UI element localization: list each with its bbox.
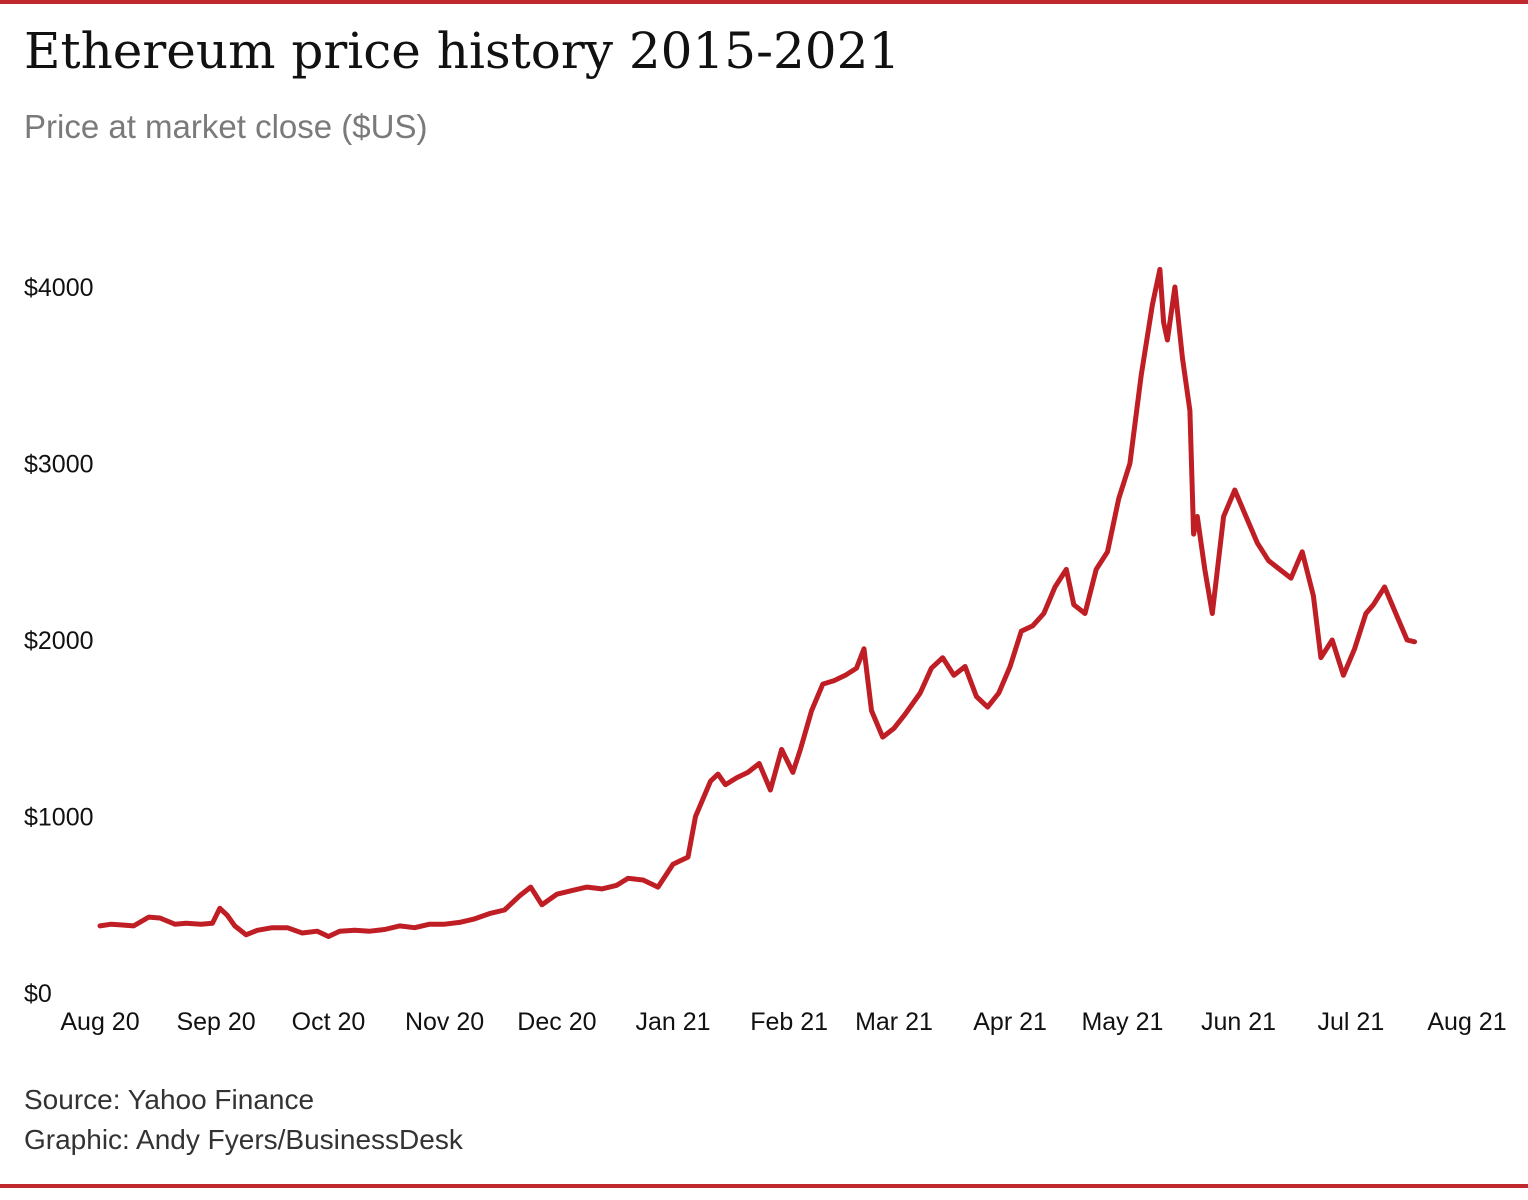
x-tick-label: Oct 20: [292, 1008, 366, 1036]
x-tick-label: Feb 21: [750, 1008, 828, 1036]
chart-title: Ethereum price history 2015-2021: [24, 22, 901, 80]
x-tick-label: May 21: [1081, 1008, 1163, 1036]
source-note: Source: Yahoo Finance: [24, 1084, 315, 1115]
x-tick-label: Apr 21: [973, 1008, 1047, 1036]
bottom-rule: [0, 1184, 1528, 1188]
y-tick-label: $1000: [24, 804, 94, 832]
y-tick-label: $3000: [24, 451, 94, 479]
x-tick-label: Nov 20: [405, 1008, 484, 1036]
price-line: [97, 266, 1418, 939]
x-tick-label: Sep 20: [176, 1008, 255, 1036]
graphic-credit: Graphic: Andy Fyers/BusinessDesk: [24, 1124, 463, 1155]
series-layer: [97, 266, 1418, 939]
x-tick-label: Jun 21: [1201, 1008, 1276, 1036]
x-tick-label: Dec 20: [517, 1008, 596, 1036]
x-tick-label: Jan 21: [635, 1008, 710, 1036]
y-tick-label: $2000: [24, 627, 94, 655]
top-rule: [0, 0, 1528, 4]
y-axis: $0 $1000 $2000 $3000 $4000: [24, 274, 94, 1008]
x-tick-label: Mar 21: [855, 1008, 933, 1036]
chart-subtitle: Price at market close ($US): [24, 108, 428, 145]
x-tick-label: Aug 20: [60, 1008, 139, 1036]
x-tick-label: Jul 21: [1318, 1008, 1385, 1036]
y-tick-label: $4000: [24, 274, 94, 302]
x-tick-label: Aug 21: [1427, 1008, 1506, 1036]
x-axis: Aug 20 Sep 20 Oct 20 Nov 20 Dec 20 Jan 21 Feb …: [60, 1008, 1506, 1036]
y-tick-label: $0: [24, 980, 52, 1008]
